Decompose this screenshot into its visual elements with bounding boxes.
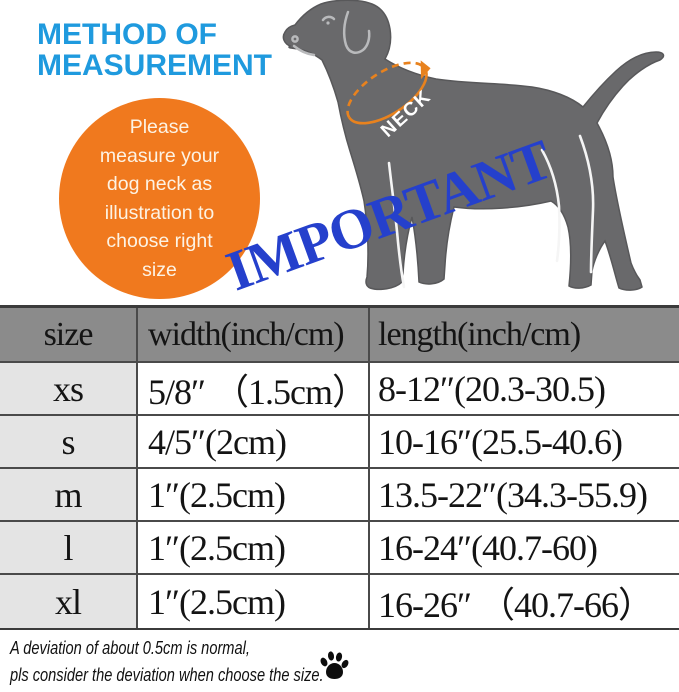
instruction-text: Please measure your dog neck as illustra… [99, 116, 220, 281]
deviation-note-line2: pls consider the deviation when choose t… [10, 664, 324, 685]
table-cell-length: 13.5-22″(34.3-55.9) [370, 469, 679, 522]
dog-illustration: NECK [282, 0, 665, 291]
instruction-bubble: Please measure your dog neck as illustra… [59, 98, 260, 299]
paw-print-icon [320, 651, 349, 679]
table-cell-length: 10-16″(25.5-40.6) [370, 416, 679, 469]
table-cell-width: 5/8″ （1.5cm） [138, 363, 370, 416]
table-cell-length: 16-26″ （40.7-66） [370, 575, 679, 628]
page-title-line1: METHOD OF [37, 18, 217, 51]
neck-measure-ellipse [346, 60, 431, 125]
table-cell-width: 1″(2.5cm) [138, 575, 370, 628]
table-cell-size: m [0, 469, 138, 522]
measure-arrow-icon [420, 60, 431, 80]
leg-separation-lines [387, 134, 595, 289]
column-header-length: length(inch/cm) [370, 308, 679, 363]
table-cell-length: 16-24″(40.7-60) [370, 522, 679, 575]
table-cell-size: s [0, 416, 138, 469]
table-cell-length: 8-12″(20.3-30.5) [370, 363, 679, 416]
table-cell-width: 4/5″(2cm) [138, 416, 370, 469]
dog-silhouette [282, 0, 665, 291]
column-header-width: width(inch/cm) [138, 308, 370, 363]
table-cell-size: xl [0, 575, 138, 628]
table-cell-size: xs [0, 363, 138, 416]
page-title-line2: MEASUREMENT [37, 49, 273, 82]
table-cell-width: 1″(2.5cm) [138, 522, 370, 575]
table-cell-size: l [0, 522, 138, 575]
size-table: size width(inch/cm) length(inch/cm) xs 5… [0, 305, 679, 630]
table-cell-width: 1″(2.5cm) [138, 469, 370, 522]
column-header-size: size [0, 308, 138, 363]
dog-face-details [291, 10, 371, 57]
page-title: METHOD OF MEASUREMENT [37, 19, 272, 81]
deviation-note-line1: A deviation of about 0.5cm is normal, [10, 637, 250, 658]
